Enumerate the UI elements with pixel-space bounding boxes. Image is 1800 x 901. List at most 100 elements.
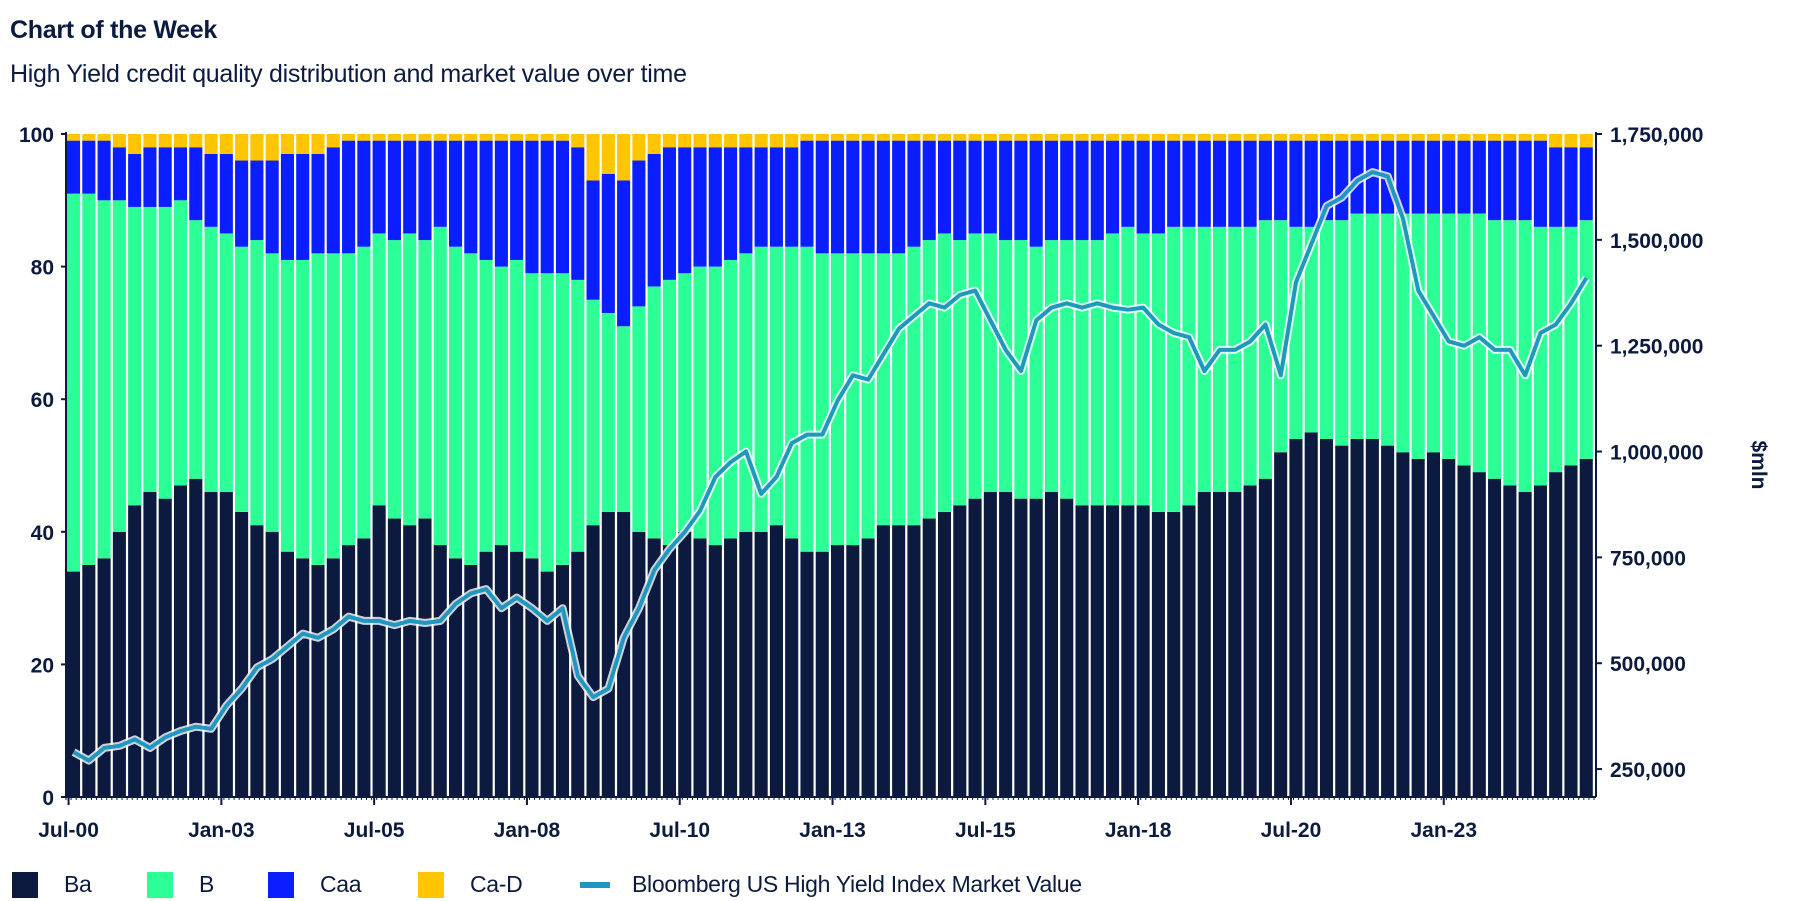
bar-ca-d-Apr-17 — [1091, 134, 1104, 141]
bar-caa-Jan-14 — [892, 141, 905, 254]
bar-b-Jul-13 — [862, 253, 875, 538]
bar-ba-Jan-20 — [1259, 479, 1272, 797]
legend-swatch-cad — [418, 872, 444, 898]
bar-ba-Jan-25 — [1564, 466, 1577, 798]
bar-ca-d-Jul-22 — [1412, 134, 1425, 141]
bar-ca-d-Apr-19 — [1213, 134, 1226, 141]
bar-caa-Apr-23 — [1457, 141, 1470, 214]
y2-tick-label: 500,000 — [1610, 653, 1686, 676]
bar-caa-Oct-03 — [266, 161, 279, 254]
bar-b-Apr-14 — [907, 247, 920, 525]
legend-item-cad: Ca-D — [418, 871, 522, 898]
bar-b-Jan-07 — [464, 253, 477, 565]
bar-ca-d-Jan-21 — [1320, 134, 1333, 141]
bar-ba-Jan-12 — [770, 525, 783, 797]
bar-ca-d-Jan-03 — [220, 134, 233, 154]
x-tick-label: Jan-03 — [188, 819, 255, 842]
x-tick-label: Jul-00 — [38, 819, 99, 842]
bar-b-Apr-13 — [846, 253, 859, 545]
bar-ba-Apr-04 — [296, 558, 309, 797]
bar-ba-Jan-05 — [342, 545, 355, 797]
bar-ba-Jul-24 — [1534, 485, 1547, 797]
bar-caa-Apr-05 — [357, 141, 370, 247]
bar-b-Apr-18 — [1152, 233, 1165, 511]
bar-ba-Jan-09 — [587, 525, 600, 797]
bar-b-Jul-07 — [495, 267, 508, 545]
bar-ba-Jan-17 — [1075, 505, 1088, 797]
bar-caa-Jul-15 — [984, 141, 997, 234]
bar-ba-Jul-14 — [923, 519, 936, 797]
bar-b-Jul-06 — [434, 227, 447, 545]
bar-ba-Jan-08 — [525, 558, 538, 797]
bar-ba-Oct-20 — [1305, 432, 1318, 797]
bar-ca-d-Oct-12 — [816, 134, 829, 141]
bar-b-Apr-04 — [296, 260, 309, 558]
bar-caa-Apr-01 — [113, 147, 126, 200]
bar-ba-Jul-08 — [556, 565, 569, 797]
bar-b-Jan-15 — [953, 240, 966, 505]
bar-ca-d-Oct-20 — [1305, 134, 1318, 141]
bar-b-Oct-00 — [82, 194, 95, 565]
bar-b-Jul-08 — [556, 273, 569, 565]
bar-ca-d-Jan-18 — [1137, 134, 1150, 141]
bar-caa-Apr-24 — [1519, 141, 1532, 221]
bar-b-Oct-02 — [205, 227, 218, 492]
bar-ca-d-Apr-03 — [235, 134, 248, 161]
y-tick-label: 0 — [42, 787, 54, 810]
legend-label: Ba — [64, 871, 92, 898]
bar-ca-d-Jul-07 — [495, 134, 508, 141]
legend-label: Caa — [320, 871, 361, 898]
bar-caa-Jan-04 — [281, 154, 294, 260]
bar-ba-Apr-17 — [1091, 505, 1104, 797]
bar-ca-d-Oct-05 — [388, 134, 401, 141]
bar-caa-Jul-19 — [1228, 141, 1241, 227]
y2-tick-label: 250,000 — [1610, 759, 1686, 782]
bar-caa-Jan-11 — [709, 147, 722, 266]
bar-ba-Apr-03 — [235, 512, 248, 797]
legend-swatch-caa — [268, 872, 294, 898]
bar-ba-Oct-13 — [877, 525, 890, 797]
x-tick-label: Jan-13 — [799, 819, 866, 842]
bar-caa-Jan-03 — [220, 154, 233, 234]
bar-ca-d-Apr-14 — [907, 134, 920, 141]
bar-ba-Apr-21 — [1335, 446, 1348, 797]
bar-caa-Apr-16 — [1030, 141, 1043, 247]
bar-ba-Jul-16 — [1045, 492, 1058, 797]
x-tick-label: Jul-15 — [955, 819, 1016, 842]
bar-ba-Oct-07 — [510, 552, 523, 797]
bar-caa-Oct-05 — [388, 141, 401, 240]
bar-ca-d-Jan-14 — [892, 134, 905, 141]
bar-ca-d-Jan-25 — [1564, 134, 1577, 147]
bar-ca-d-Apr-09 — [602, 134, 615, 174]
bar-ca-d-Oct-21 — [1366, 134, 1379, 141]
bar-ca-d-Oct-06 — [449, 134, 462, 141]
bar-caa-Jan-02 — [159, 147, 172, 207]
bar-ba-Jul-22 — [1412, 459, 1425, 797]
bar-ba-Jan-21 — [1320, 439, 1333, 797]
bar-ba-Jan-16 — [1014, 499, 1027, 797]
bar-ca-d-Oct-02 — [205, 134, 218, 154]
y2-tick-label: 1,000,000 — [1610, 442, 1703, 465]
bar-b-Jul-01 — [128, 207, 141, 505]
bar-ba-Jan-14 — [892, 525, 905, 797]
bar-caa-Oct-10 — [693, 147, 706, 266]
bar-b-Apr-25 — [1580, 220, 1593, 459]
y2-tick-label: 1,750,000 — [1610, 124, 1703, 147]
legend-label: Ca-D — [470, 871, 522, 898]
bar-b-Jan-10 — [648, 286, 661, 538]
bar-ba-Jan-04 — [281, 552, 294, 797]
bar-caa-Jan-15 — [953, 141, 966, 240]
bar-ca-d-Oct-16 — [1060, 134, 1073, 141]
bar-b-Jan-22 — [1381, 214, 1394, 446]
bar-ba-Jul-07 — [495, 545, 508, 797]
bar-caa-Apr-20 — [1274, 141, 1287, 221]
bar-b-Oct-22 — [1427, 214, 1440, 453]
x-tick-label: Jul-10 — [649, 819, 710, 842]
bar-b-Jul-14 — [923, 240, 936, 518]
bar-caa-Jul-18 — [1167, 141, 1180, 227]
bar-caa-Jul-02 — [189, 147, 202, 220]
bar-b-Apr-07 — [480, 260, 493, 552]
bar-caa-Oct-19 — [1244, 141, 1257, 227]
bar-b-Oct-18 — [1182, 227, 1195, 505]
bar-caa-Oct-23 — [1488, 141, 1501, 221]
